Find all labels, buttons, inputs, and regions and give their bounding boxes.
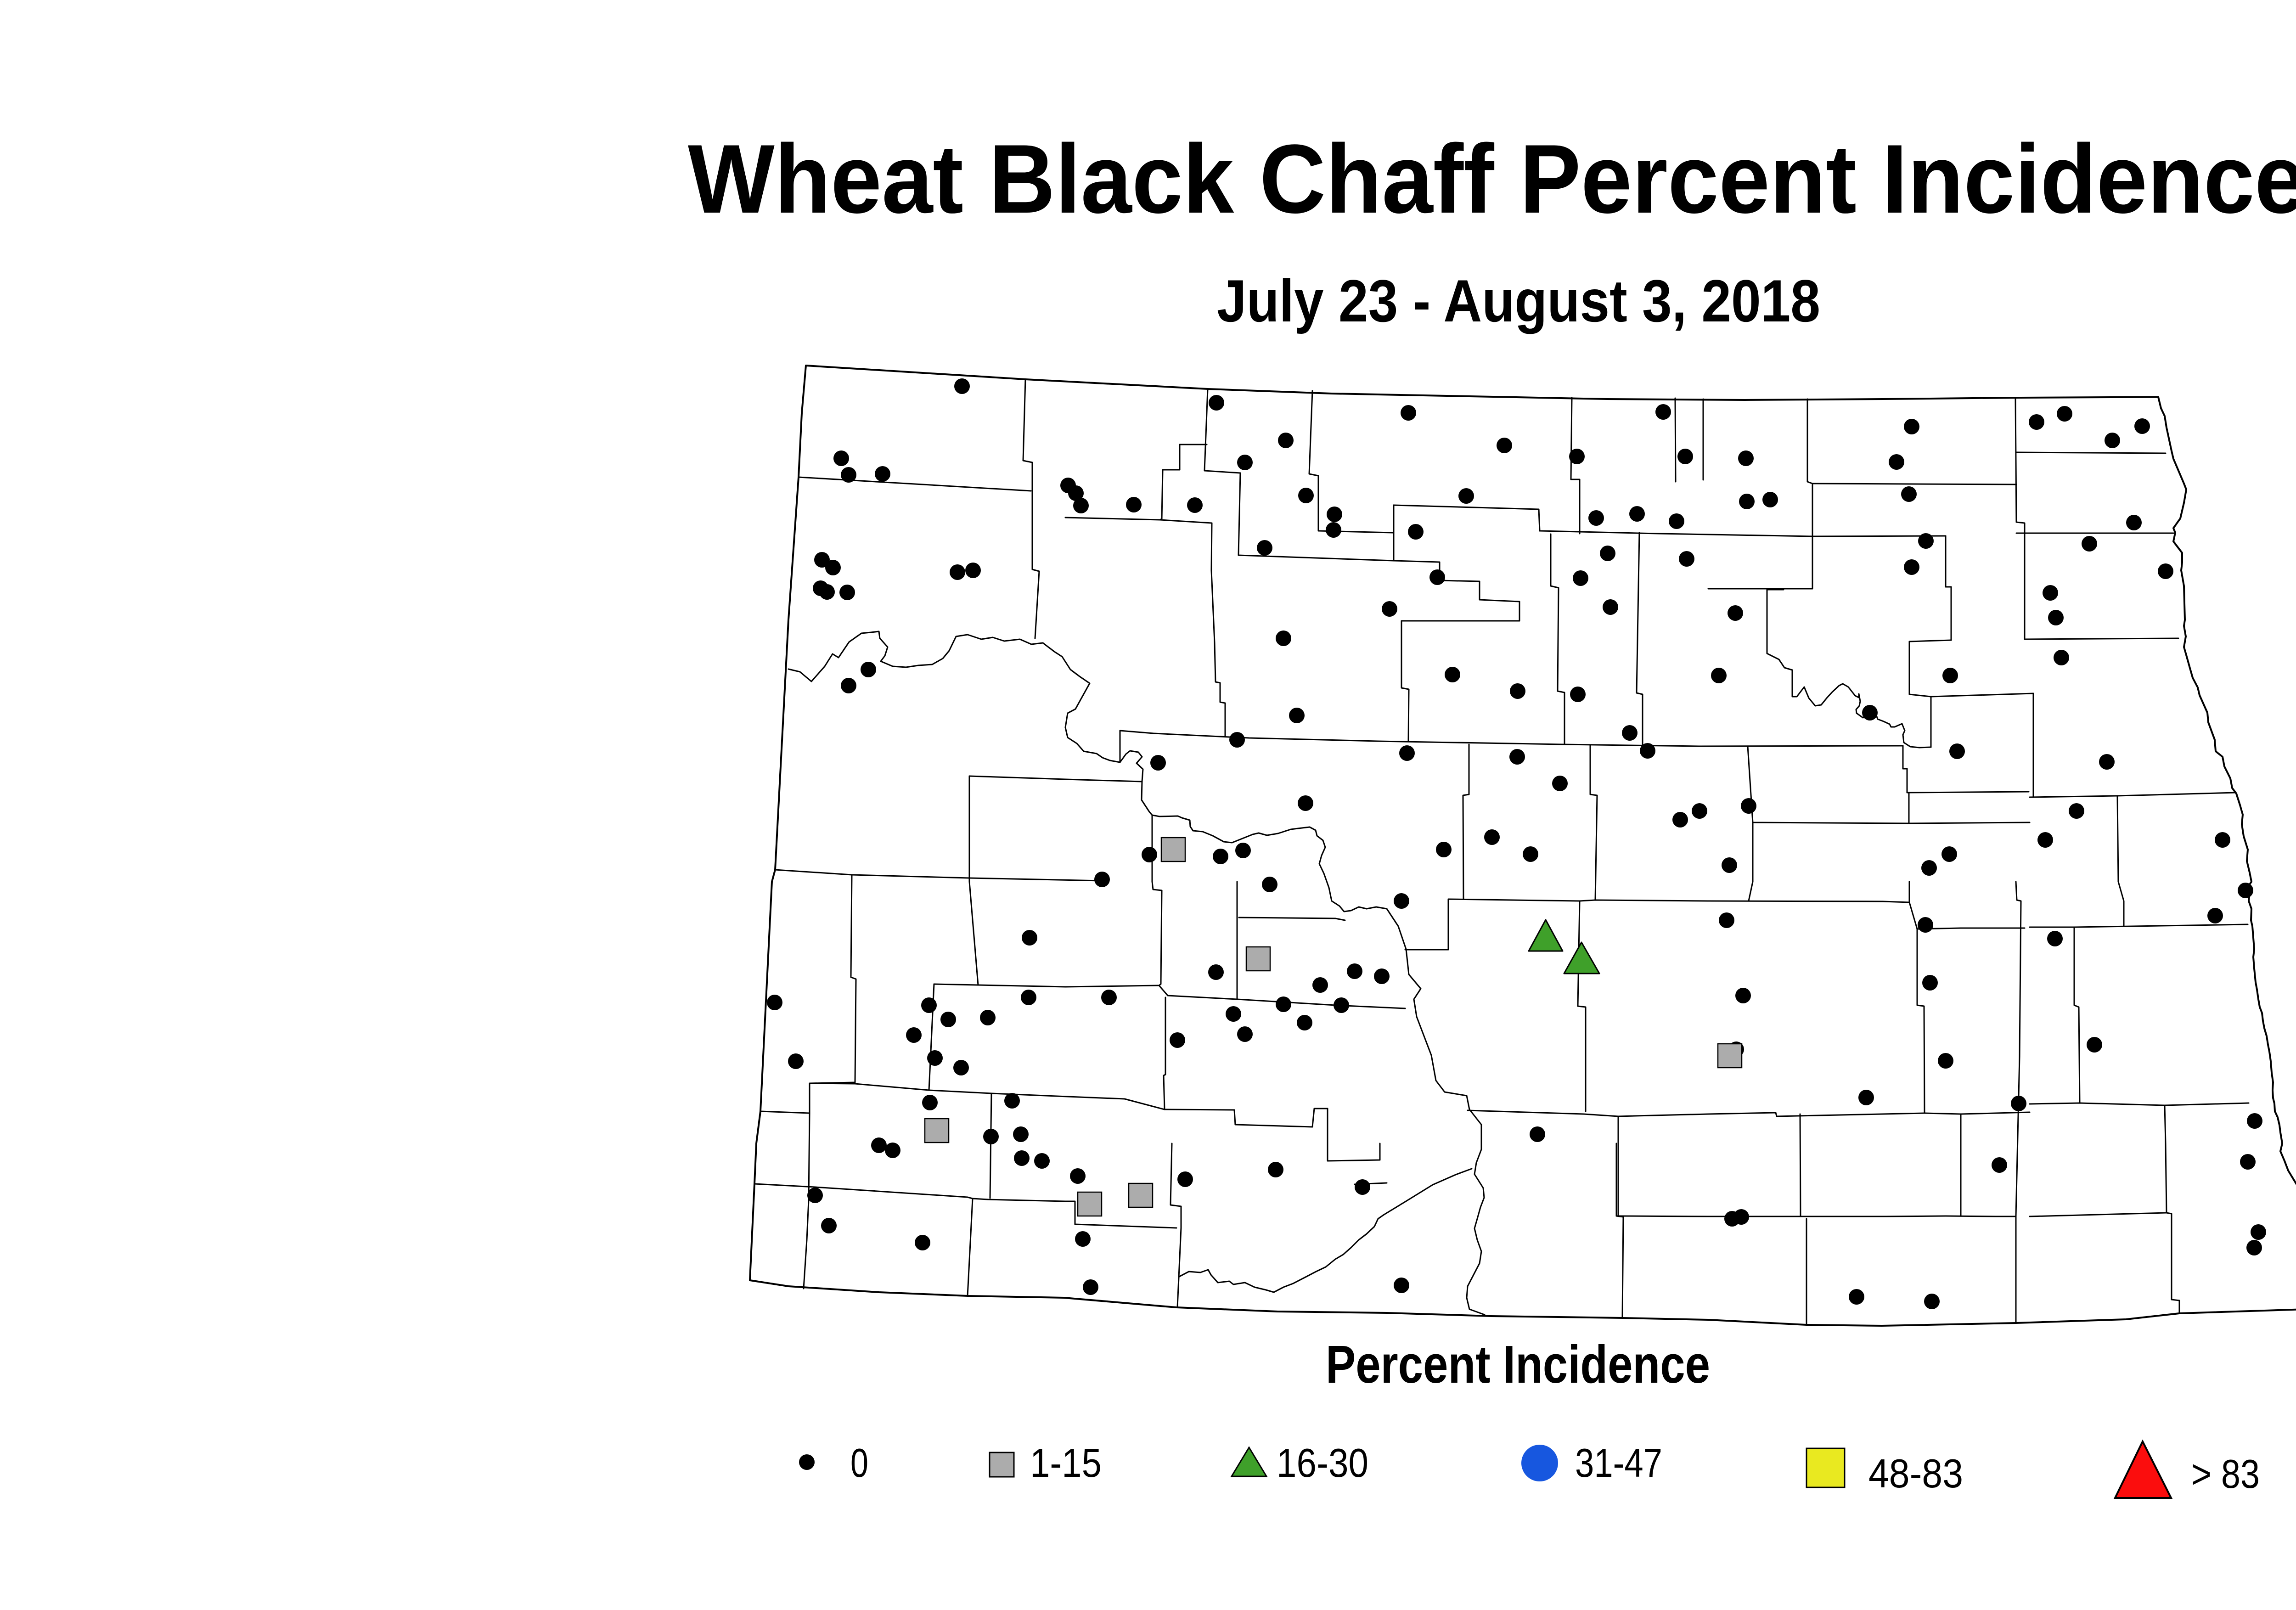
svg-text:0: 0 [850,1440,868,1486]
svg-text:Percent Incidence: Percent Incidence [1326,1334,1710,1394]
svg-text:16-30: 16-30 [1277,1440,1368,1486]
svg-text:31-47: 31-47 [1575,1440,1662,1486]
svg-text:> 83: > 83 [2191,1451,2260,1497]
svg-text:48-83: 48-83 [1868,1451,1963,1496]
svg-text:1-15: 1-15 [1030,1440,1102,1486]
svg-text:Wheat Black Chaff Percent Inci: Wheat Black Chaff Percent Incidence [688,124,2296,234]
svg-text:July 23 - August 3, 2018: July 23 - August 3, 2018 [1217,267,1820,334]
